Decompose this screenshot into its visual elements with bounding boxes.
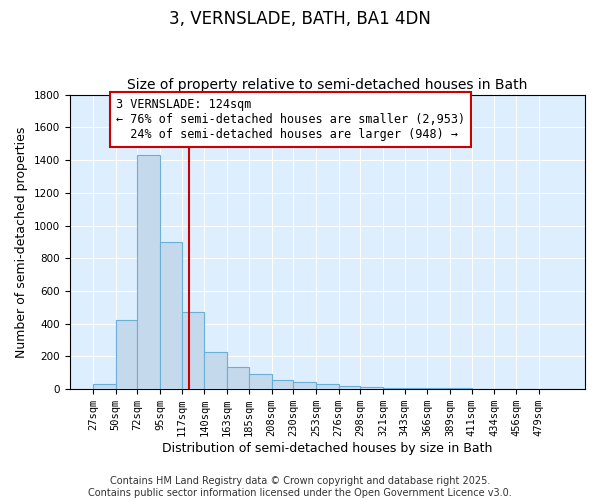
Bar xyxy=(272,380,293,389)
Bar xyxy=(405,388,427,389)
Bar xyxy=(338,386,361,389)
Bar xyxy=(316,384,338,389)
X-axis label: Distribution of semi-detached houses by size in Bath: Distribution of semi-detached houses by … xyxy=(162,442,493,455)
Bar xyxy=(450,388,472,389)
Bar xyxy=(116,320,137,389)
Bar xyxy=(293,382,316,389)
Text: 3, VERNSLADE, BATH, BA1 4DN: 3, VERNSLADE, BATH, BA1 4DN xyxy=(169,10,431,28)
Bar xyxy=(383,388,405,389)
Text: Contains HM Land Registry data © Crown copyright and database right 2025.
Contai: Contains HM Land Registry data © Crown c… xyxy=(88,476,512,498)
Bar xyxy=(182,312,205,389)
Bar xyxy=(227,367,249,389)
Bar xyxy=(205,352,227,389)
Bar xyxy=(160,242,182,389)
Bar xyxy=(137,155,160,389)
Text: 3 VERNSLADE: 124sqm
← 76% of semi-detached houses are smaller (2,953)
  24% of s: 3 VERNSLADE: 124sqm ← 76% of semi-detach… xyxy=(116,98,465,141)
Bar xyxy=(361,387,383,389)
Title: Size of property relative to semi-detached houses in Bath: Size of property relative to semi-detach… xyxy=(127,78,527,92)
Bar xyxy=(93,384,116,389)
Bar xyxy=(427,388,450,389)
Y-axis label: Number of semi-detached properties: Number of semi-detached properties xyxy=(15,126,28,358)
Bar xyxy=(249,374,272,389)
